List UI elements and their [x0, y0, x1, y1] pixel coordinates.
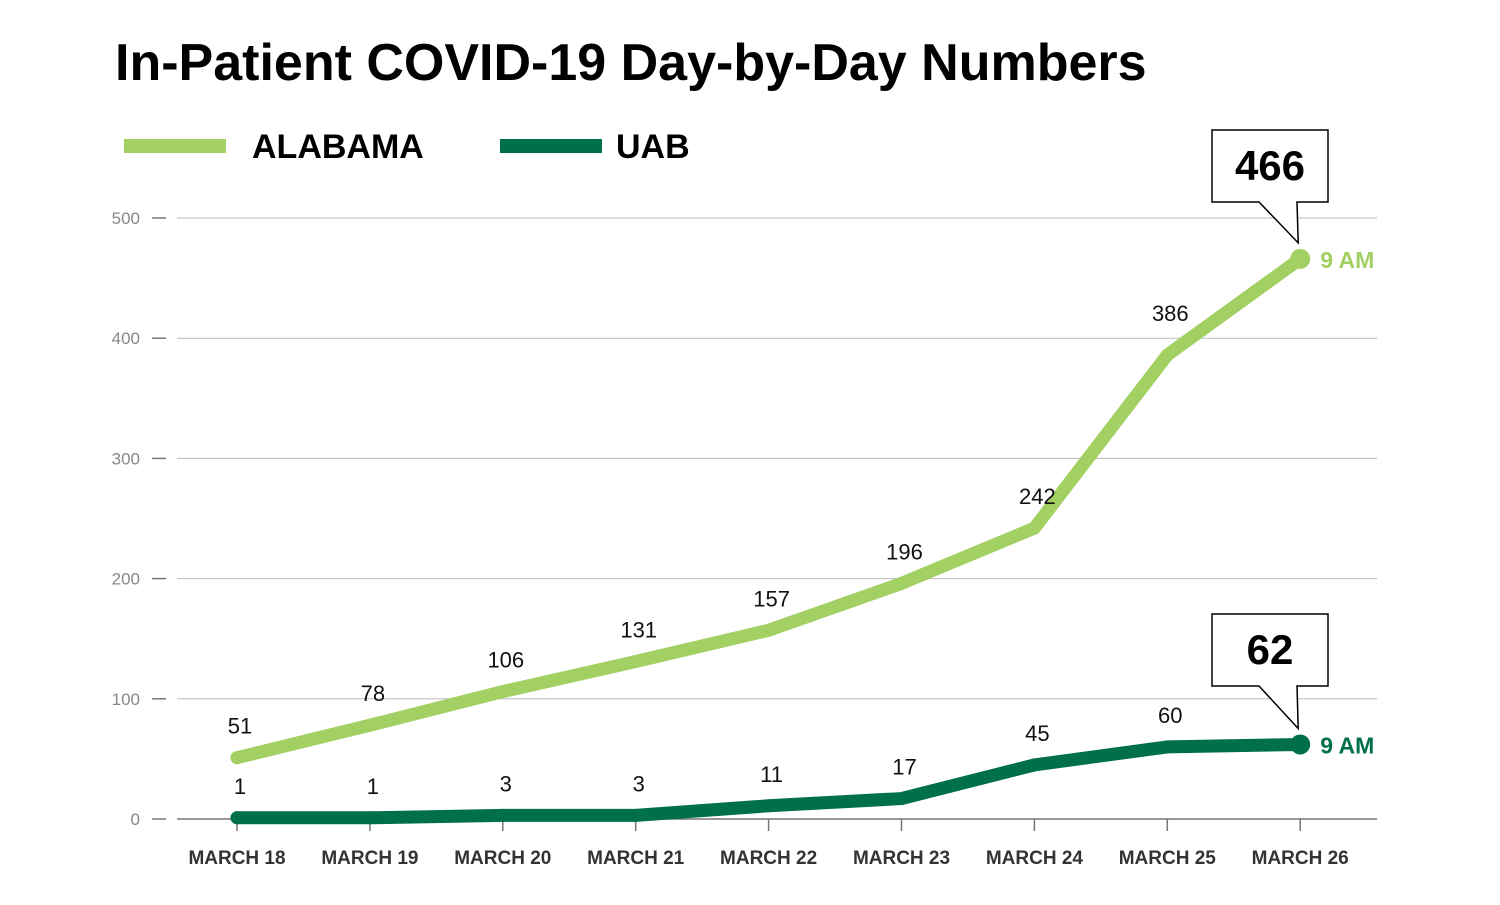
- data-point: [363, 811, 377, 825]
- data-point: [1160, 740, 1174, 754]
- data-point: [895, 576, 908, 590]
- data-label: 51: [228, 714, 252, 739]
- x-tick-label: MARCH 26: [1252, 848, 1349, 869]
- y-tick-label: 200: [112, 570, 140, 589]
- legend-label: UAB: [616, 128, 690, 166]
- data-label: 157: [753, 586, 790, 611]
- data-label: 78: [361, 681, 385, 706]
- data-label: 11: [760, 762, 783, 787]
- data-label: 1: [367, 774, 379, 799]
- data-point: [496, 808, 510, 822]
- data-label: 131: [620, 618, 657, 643]
- data-point: [496, 685, 510, 699]
- y-tick-label: 0: [131, 810, 140, 829]
- axes: MARCH 18 MARCH 19 MARCH 20 MARCH 21 MARCH 22…: [188, 819, 1349, 869]
- y-tick-label: 400: [112, 329, 140, 348]
- data-label: 60: [1158, 703, 1182, 728]
- x-tick-label: MARCH 24: [986, 848, 1084, 869]
- legend-swatch: [124, 139, 226, 153]
- data-label: 1: [234, 774, 246, 799]
- data-point: [230, 751, 244, 765]
- y-tick-label: 300: [112, 449, 140, 468]
- data-point: [1290, 734, 1311, 755]
- x-tick-label: MARCH 19: [321, 848, 418, 869]
- x-tick-label: MARCH 21: [587, 848, 685, 869]
- x-tick-label: MARCH 25: [1119, 848, 1217, 869]
- data-label: 106: [487, 648, 524, 673]
- x-tick-label: MARCH 23: [853, 848, 950, 869]
- data-label: 45: [1025, 721, 1049, 746]
- data-point: [895, 792, 908, 806]
- data-label: 17: [892, 755, 916, 780]
- data-point: [1160, 348, 1174, 362]
- legend: ALABAMA UAB: [124, 128, 690, 166]
- x-tick-label: MARCH 22: [720, 848, 817, 869]
- data-label: 3: [633, 771, 645, 796]
- grid: 0 100 200 300 400 500: [112, 209, 1377, 829]
- callout-box: [1211, 613, 1329, 731]
- data-point: [762, 799, 776, 813]
- y-tick-label: 100: [112, 690, 140, 709]
- callouts: 466 62: [1211, 129, 1329, 731]
- data-point: [1027, 758, 1041, 772]
- series-line-alabama: [230, 252, 1307, 765]
- data-label: 242: [1019, 484, 1056, 509]
- x-tick-label: MARCH 18: [188, 848, 285, 869]
- callout-box: [1211, 129, 1329, 245]
- data-point: [1290, 248, 1311, 269]
- series-lines: [230, 248, 1311, 825]
- data-point: [363, 718, 377, 732]
- end-note: 9 AM: [1320, 732, 1374, 758]
- data-point: [629, 655, 643, 669]
- legend-swatch: [500, 139, 602, 153]
- end-note: 9 AM: [1320, 247, 1374, 273]
- data-label: 196: [886, 539, 923, 564]
- data-point: [1027, 521, 1041, 535]
- data-point: [629, 808, 643, 822]
- data-point: [230, 811, 244, 825]
- x-tick-label: MARCH 20: [454, 848, 551, 869]
- callout-value: 62: [1247, 626, 1294, 673]
- data-label: 386: [1152, 301, 1189, 326]
- callout-value: 466: [1235, 142, 1305, 189]
- y-tick-label: 500: [112, 209, 140, 228]
- chart-title: In-Patient COVID-19 Day-by-Day Numbers: [115, 34, 1147, 92]
- legend-label: ALABAMA: [252, 128, 424, 166]
- data-label: 3: [500, 771, 512, 796]
- data-point: [762, 623, 776, 637]
